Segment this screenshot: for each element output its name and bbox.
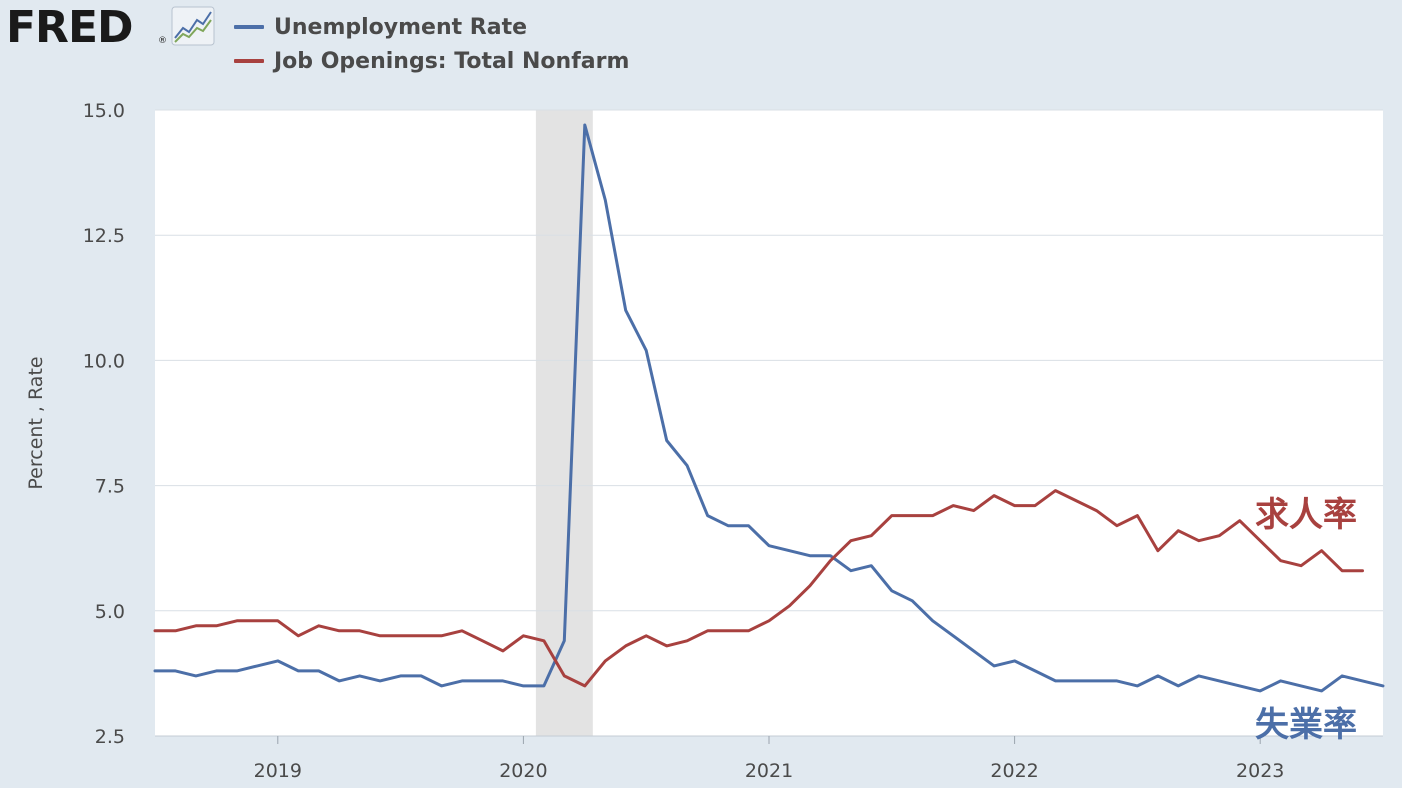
x-tick-label: 2019 — [254, 760, 302, 782]
series-line-1[interactable] — [153, 489, 1364, 688]
y-tick-label: 7.5 — [95, 476, 125, 498]
y-tick-label: 2.5 — [95, 726, 125, 748]
chart-header: FRED ® Unemployment Rate Job Openings: T… — [0, 0, 1402, 90]
x-tick-label: 2021 — [745, 760, 793, 782]
annotation-label: 求人率 — [1255, 495, 1357, 535]
y-axis-label: Percent , Rate — [25, 356, 47, 489]
y-tick-label: 5.0 — [95, 601, 125, 623]
plot-area — [155, 110, 1383, 736]
legend-item-job-openings[interactable]: Job Openings: Total Nonfarm — [234, 44, 629, 78]
annotation-label: 失業率 — [1255, 705, 1357, 745]
y-tick-label: 15.0 — [83, 100, 125, 122]
x-tick-label: 2023 — [1236, 760, 1284, 782]
legend-swatch — [234, 59, 264, 63]
legend-item-unemployment[interactable]: Unemployment Rate — [234, 10, 629, 44]
x-tick-label: 2020 — [499, 760, 547, 782]
legend-label: Job Openings: Total Nonfarm — [274, 48, 630, 74]
legend: Unemployment Rate Job Openings: Total No… — [234, 10, 629, 78]
x-tick-label: 2022 — [990, 760, 1038, 782]
y-tick-label: 10.0 — [83, 350, 125, 372]
fred-logo[interactable]: FRED — [6, 2, 134, 53]
y-tick-label: 12.5 — [83, 225, 125, 247]
registered-mark: ® — [158, 36, 167, 46]
legend-label: Unemployment Rate — [274, 14, 528, 40]
line-chart-icon — [171, 6, 215, 46]
series-line-0[interactable] — [153, 123, 1385, 693]
legend-swatch — [234, 25, 264, 29]
